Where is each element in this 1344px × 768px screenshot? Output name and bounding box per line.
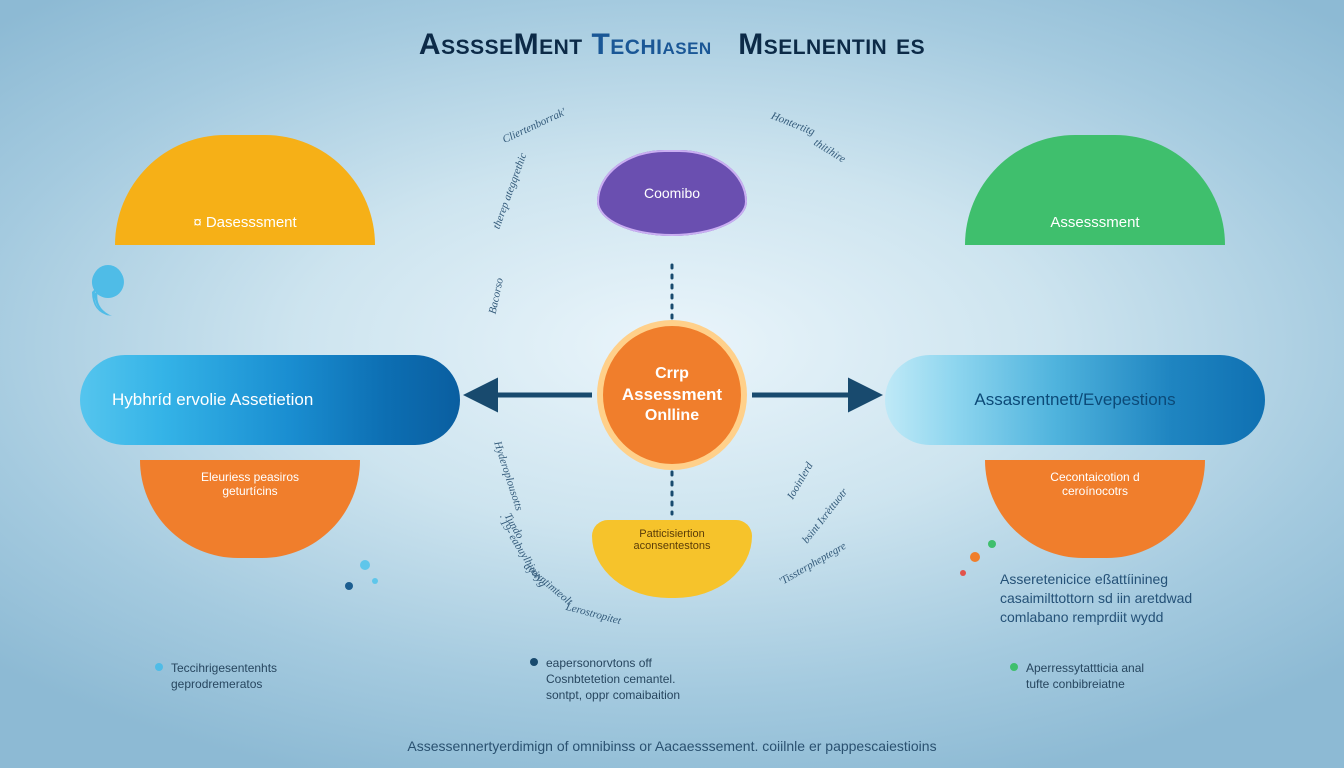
right-top-dome-label: Assesssment (1050, 214, 1139, 231)
curved-label: Lerostropitet (564, 601, 622, 627)
bottom-blob-text: Patticisiertion aconsentestons (633, 528, 710, 552)
main-title: AsssseMent Techiasen Mselnentin es (0, 28, 1344, 62)
right-paragraph: Asseretenicice eßattíinineg casaimilttot… (1000, 570, 1192, 627)
right-bottom-bowl: Cecontaicotion d ceroínocotrs (985, 460, 1205, 558)
right-pill: Assasrentnett/Evepestions (885, 355, 1265, 445)
curved-label: Cliertenborrak' (501, 106, 568, 146)
curved-label: thitihire (811, 137, 847, 166)
right-top-dome: Assesssment (965, 135, 1225, 245)
decor-dot (970, 552, 980, 562)
top-blob-label: Coomibo (644, 185, 700, 201)
curved-label: 'Tissterpheptegre (777, 540, 848, 588)
left-bottom-bowl: Eleuriess peasiros geturtícins (140, 460, 360, 558)
legend-text: Aperressytattticia analtufte conbibreiat… (1026, 660, 1144, 692)
left-bottom-bowl-text: Eleuriess peasiros geturtícins (201, 470, 299, 498)
decor-dot (345, 582, 353, 590)
bottom-caption: Assessennertyerdimign of omnibinss or Aa… (0, 738, 1344, 754)
left-pill-label: Hybhríd ervolie Assetietion (80, 390, 313, 410)
decor-dot (960, 570, 966, 576)
top-blob: Coomibo (597, 150, 747, 236)
curved-label: therep ategqrethic (491, 151, 530, 230)
legend-item: Aperressytattticia analtufte conbibreiat… (1010, 660, 1144, 692)
legend-item: Teccihrigesentenhtsgeprodremeratos (155, 660, 277, 692)
right-pill-label: Assasrentnett/Evepestions (974, 390, 1175, 410)
curved-label: Hontertitg (769, 110, 816, 138)
decor-dot (988, 540, 996, 548)
comma-icon (88, 262, 128, 320)
legend-dot-icon (1010, 663, 1018, 671)
decor-dot (372, 578, 378, 584)
infographic-canvas: AsssseMent Techiasen Mselnentin es ¤ Das… (0, 0, 1344, 768)
legend-text: eapersonorvtons offCosnbtetetion cemante… (546, 655, 680, 704)
left-top-dome: ¤ Dasesssment (115, 135, 375, 245)
right-bottom-bowl-text: Cecontaicotion d ceroínocotrs (1050, 470, 1139, 498)
center-circle-text: Crrp Assessment Onlline (622, 364, 722, 425)
legend-dot-icon (155, 663, 163, 671)
left-pill: Hybhríd ervolie Assetietion (80, 355, 460, 445)
center-circle: Crrp Assessment Onlline (597, 320, 747, 470)
legend-dot-icon (530, 658, 538, 666)
legend-text: Teccihrigesentenhtsgeprodremeratos (171, 660, 277, 692)
bottom-blob: Patticisiertion aconsentestons (592, 520, 752, 598)
curved-label: Iooinlerd (785, 460, 816, 501)
left-top-dome-label: ¤ Dasesssment (193, 214, 296, 231)
legend-item: eapersonorvtons offCosnbtetetion cemante… (530, 655, 680, 704)
curved-label: Hyderoplousotts (491, 440, 525, 512)
curved-label: bsint Ixrèttuotr (800, 486, 850, 546)
curved-label: Bacorso (487, 277, 506, 315)
decor-dot (360, 560, 370, 570)
